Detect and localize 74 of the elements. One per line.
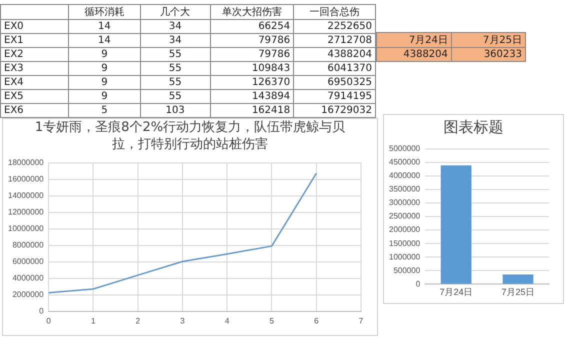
y-tick-label: 8000000	[12, 240, 44, 250]
x-tick-label: 4	[224, 316, 230, 326]
text: 79786	[258, 35, 290, 46]
text: 9	[101, 77, 108, 88]
text: 55	[168, 49, 182, 60]
y-tick-label: 4500000	[388, 158, 421, 167]
x-tick-label: 5	[270, 316, 275, 326]
text: 4388204	[327, 49, 372, 60]
category-label: EX3	[4, 63, 24, 74]
chart-title: 1专妍雨，圣痕8个2%行动力恢复力，队伍带虎鲸与贝拉，打特别行动的站桩伤害	[34, 119, 346, 153]
y-tick-label: 2500000	[388, 212, 421, 221]
text: 14	[98, 35, 111, 46]
y-tick-label: 16000000	[8, 174, 44, 184]
x-tick-label: 1	[90, 316, 96, 326]
chart-title: 图表标题	[442, 117, 504, 138]
y-tick-label: 1000000	[388, 252, 421, 262]
text: 79786	[258, 49, 290, 60]
text: 55	[168, 63, 182, 74]
text: 7914195	[327, 91, 372, 102]
text: 9	[101, 91, 108, 102]
x-tick-label: 3	[180, 316, 186, 326]
text: 66254	[258, 21, 290, 32]
text: 55	[168, 91, 182, 102]
text: 103	[166, 105, 185, 116]
y-tick-label: 4000000	[388, 171, 421, 180]
text: 2712708	[327, 35, 372, 46]
category-label: 7月25日	[451, 32, 526, 48]
y-tick-label: 14000000	[8, 191, 44, 200]
y-tick-label: 1500000	[388, 238, 421, 248]
text: 9	[101, 63, 108, 74]
text: 9	[101, 49, 108, 60]
y-tick-label: 3000000	[388, 198, 421, 208]
category-label: 7月24日	[376, 32, 452, 48]
x-tick-label: 7	[358, 316, 364, 326]
category-label: EX0	[4, 21, 24, 32]
text: 16729032	[321, 105, 372, 116]
text: 4388204	[403, 49, 448, 60]
text: 6950325	[327, 77, 372, 88]
text: 126370	[252, 77, 290, 88]
y-tick-label: 2000000	[12, 290, 44, 300]
category-label: EX4	[4, 77, 24, 88]
text: 14	[98, 21, 111, 32]
category-label: EX6	[4, 105, 24, 116]
category-label: EX2	[4, 49, 24, 60]
category-label: 几个大	[140, 4, 210, 20]
y-tick-label: 0	[416, 279, 421, 288]
text: 360233	[484, 49, 522, 60]
x-tick-label: 6	[314, 316, 320, 326]
category-label: EX5	[4, 91, 24, 102]
y-tick-label: 10000000	[8, 224, 44, 234]
category-label: 单次大招伤害	[210, 4, 294, 20]
text: 55	[168, 77, 182, 88]
category-label: EX1	[4, 35, 24, 46]
x-tick-label: 0	[46, 316, 52, 326]
text: 109843	[252, 63, 290, 74]
text: 162418	[252, 105, 290, 116]
x-tick-label: 2	[136, 316, 141, 326]
y-tick-label: 6000000	[12, 257, 44, 266]
y-tick-label: 12000000	[8, 208, 44, 217]
y-tick-label: 2000000	[388, 225, 421, 234]
text: 5	[101, 105, 108, 116]
y-tick-label: 0	[39, 306, 44, 316]
y-tick-label: 5000000	[388, 144, 421, 154]
category-label: 一回合总伤	[294, 4, 376, 20]
y-tick-label: 18000000	[8, 158, 44, 168]
text: 34	[168, 21, 182, 32]
text: 6041370	[327, 63, 372, 74]
y-tick-label: 4000000	[12, 274, 44, 283]
text: 143894	[252, 91, 290, 102]
text: 34	[168, 35, 182, 46]
text: 2252650	[327, 21, 372, 32]
y-tick-label: 3500000	[388, 184, 421, 194]
category-label: 循环消耗	[68, 4, 140, 20]
y-tick-label: 500000	[393, 266, 421, 275]
